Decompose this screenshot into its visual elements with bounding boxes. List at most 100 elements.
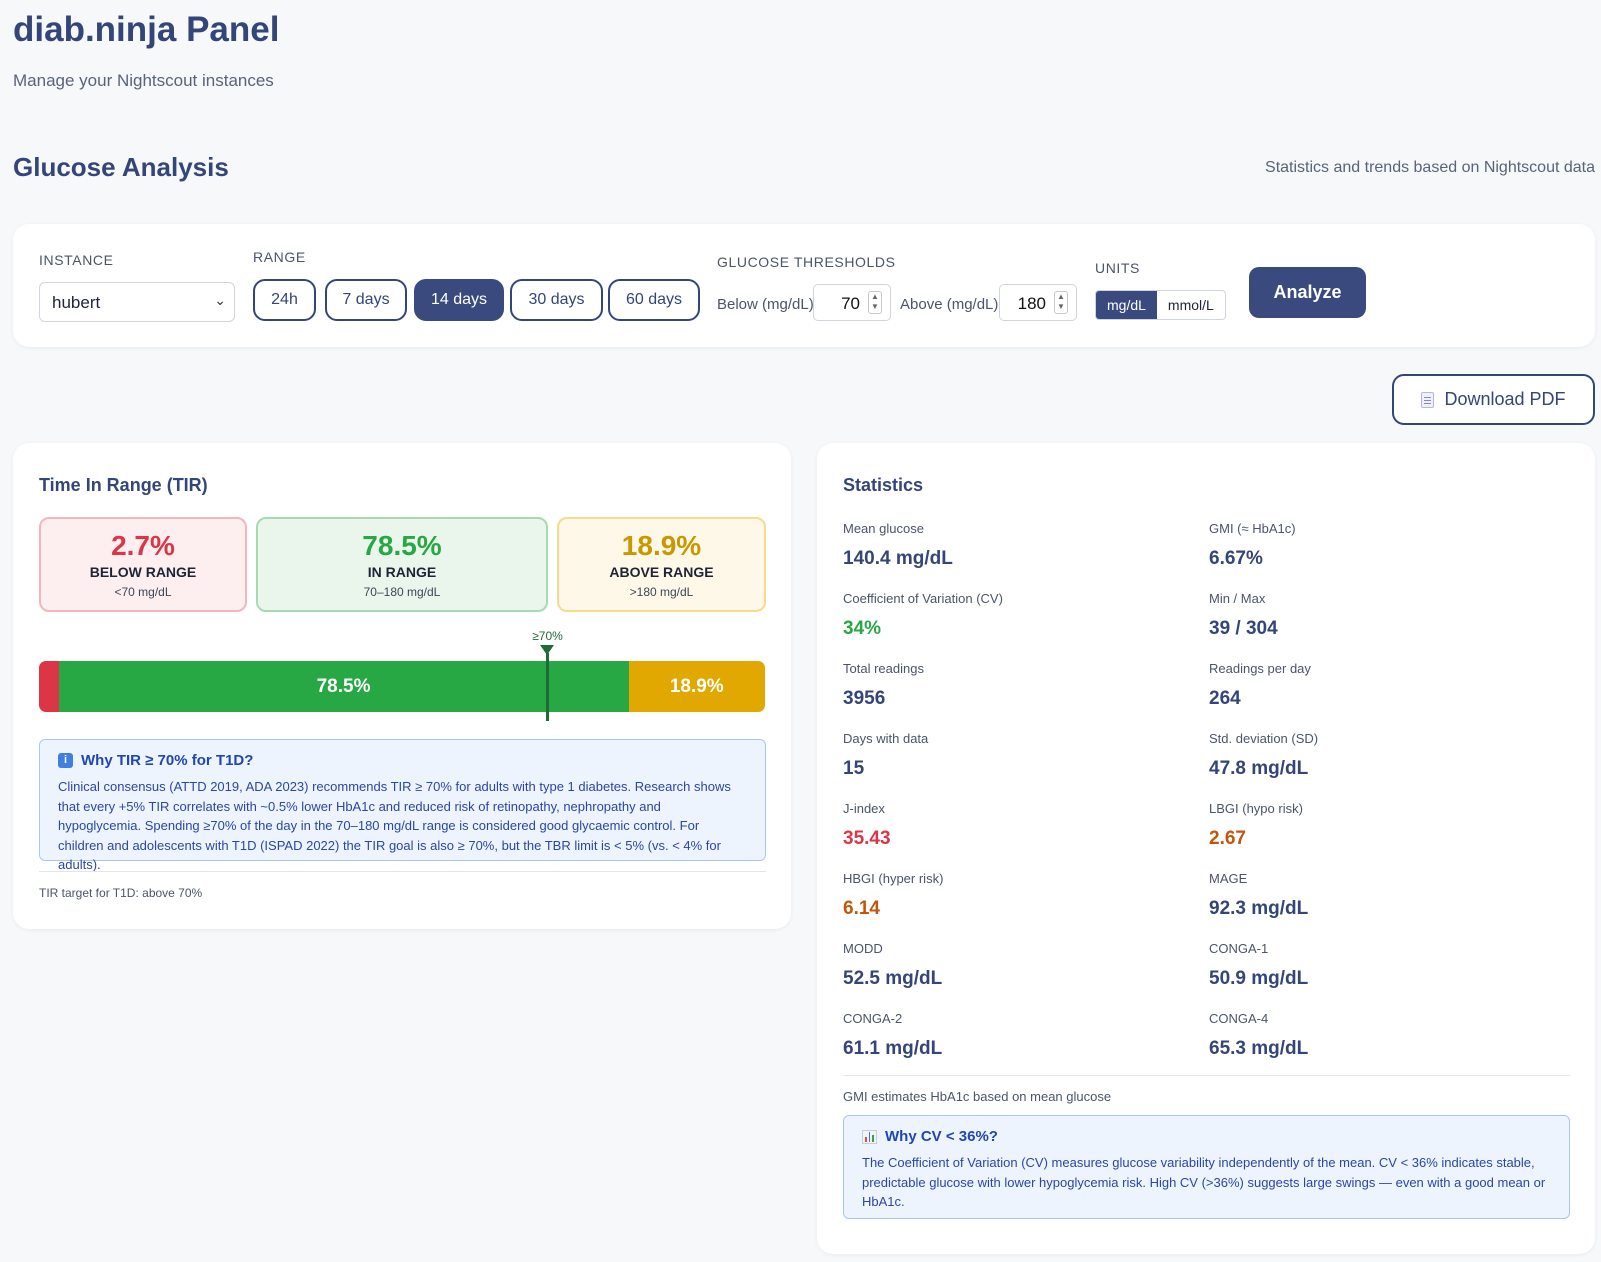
stat-value: 34%	[843, 618, 882, 639]
stat-value: 92.3 mg/dL	[1209, 898, 1309, 919]
range-button-14-days[interactable]: 14 days	[414, 279, 504, 321]
divider	[39, 871, 766, 872]
below-range-box: 2.7% BELOW RANGE <70 mg/dL	[39, 517, 247, 612]
analysis-controls-panel: INSTANCE hubert ⌄ RANGE 24h 7 days 14 da…	[13, 224, 1595, 347]
tir-info-title: Why TIR ≥ 70% for T1D?	[81, 752, 254, 769]
stat-label: Min / Max	[1209, 591, 1266, 606]
download-pdf-button[interactable]: Download PDF	[1392, 374, 1595, 425]
stat-label: Mean glucose	[843, 521, 924, 536]
below-range-threshold: <70 mg/dL	[114, 585, 172, 599]
tir-card-title: Time In Range (TIR)	[39, 475, 208, 495]
tir-info-box: i Why TIR ≥ 70% for T1D? Clinical consen…	[39, 739, 766, 872]
stat-value: 61.1 mg/dL	[843, 1038, 943, 1059]
stat-value: 264	[1209, 688, 1241, 709]
stat-label: Coefficient of Variation (CV)	[843, 591, 1003, 606]
below-threshold-label: Below (mg/dL)	[717, 296, 814, 313]
range-label: RANGE	[253, 249, 306, 265]
stat-value: 47.8 mg/dL	[1209, 758, 1309, 779]
stat-label: Total readings	[843, 661, 924, 676]
above-threshold-label: Above (mg/dL)	[900, 296, 999, 313]
unit-option-mmol[interactable]: mmol/L	[1167, 297, 1214, 313]
above-range-threshold: >180 mg/dL	[629, 585, 694, 599]
stat-label: CONGA-1	[1209, 941, 1269, 956]
in-range-threshold: 70–180 mg/dL	[363, 585, 441, 599]
in-range-box: 78.5% IN RANGE 70–180 mg/dL	[256, 517, 548, 612]
stat-value: 140.4 mg/dL	[843, 548, 953, 569]
stat-value: 6.14	[843, 898, 880, 919]
gmi-note: GMI estimates HbA1c based on mean glucos…	[843, 1089, 1112, 1104]
download-pdf-label: Download PDF	[1444, 389, 1566, 409]
stat-label: MODD	[843, 941, 883, 956]
units-toggle: mg/dL mmol/L	[1095, 290, 1226, 320]
tir-target-label: ≥70%	[532, 629, 563, 643]
stat-value: 39 / 304	[1209, 618, 1278, 639]
tir-bar-in-segment: 78.5%	[58, 661, 629, 712]
tir-stacked-bar: 78.5% 18.9%	[39, 661, 765, 712]
analyze-button[interactable]: Analyze	[1249, 267, 1366, 318]
tir-bar-above-label: 18.9%	[669, 675, 724, 697]
tir-target-marker-icon	[540, 645, 555, 655]
tir-bar-in-label: 78.5%	[316, 675, 371, 697]
below-threshold-value: 70	[841, 294, 860, 313]
range-button-30-days[interactable]: 30 days	[510, 279, 603, 321]
divider	[843, 1075, 1570, 1076]
stat-label: LBGI (hypo risk)	[1209, 801, 1303, 816]
range-button-24h[interactable]: 24h	[253, 279, 316, 321]
below-range-name: BELOW RANGE	[89, 564, 197, 580]
app-subtitle: Manage your Nightscout instances	[13, 71, 274, 90]
document-icon	[1421, 391, 1435, 408]
bar-chart-icon	[862, 1129, 877, 1144]
stat-label: HBGI (hyper risk)	[843, 871, 944, 886]
in-range-percent: 78.5%	[362, 530, 442, 561]
thresholds-label: GLUCOSE THRESHOLDS	[717, 254, 896, 270]
app-title: diab.ninja Panel	[13, 10, 280, 49]
above-threshold-input[interactable]: 180 ▲ ▼	[999, 284, 1077, 321]
tir-info-text: Clinical consensus (ATTD 2019, ADA 2023)…	[58, 779, 731, 872]
info-icon: i	[58, 753, 73, 768]
below-range-percent: 2.7%	[111, 530, 175, 561]
cv-info-text: The Coefficient of Variation (CV) measur…	[862, 1155, 1546, 1209]
stat-label: Readings per day	[1209, 661, 1311, 676]
stat-label: MAGE	[1209, 871, 1248, 886]
spinner-icon[interactable]: ▲ ▼	[1054, 291, 1068, 314]
units-label: UNITS	[1095, 260, 1140, 276]
unit-option-mgdl[interactable]: mg/dL	[1096, 291, 1157, 319]
stat-value: 2.67	[1209, 828, 1246, 849]
cv-info-box: Why CV < 36%? The Coefficient of Variati…	[843, 1115, 1570, 1219]
stat-label: Days with data	[843, 731, 929, 746]
stat-label: CONGA-4	[1209, 1011, 1269, 1026]
stat-label: CONGA-2	[843, 1011, 903, 1026]
in-range-name: IN RANGE	[367, 564, 437, 580]
above-range-percent: 18.9%	[621, 530, 702, 561]
above-range-name: ABOVE RANGE	[609, 564, 714, 580]
stat-value: 65.3 mg/dL	[1209, 1038, 1309, 1059]
stat-label: Std. deviation (SD)	[1209, 731, 1319, 746]
above-threshold-value: 180	[1017, 294, 1046, 313]
tir-target-line	[545, 653, 549, 721]
statistics-card-title: Statistics	[843, 475, 924, 495]
instance-label: INSTANCE	[39, 252, 114, 268]
stat-value: 15	[843, 758, 865, 779]
stat-value: 6.67%	[1209, 548, 1263, 569]
range-button-60-days[interactable]: 60 days	[608, 279, 700, 321]
below-threshold-input[interactable]: 70 ▲ ▼	[813, 284, 891, 321]
statistics-card: Statistics Mean glucose 140.4 mg/dL GMI (≈…	[817, 443, 1595, 1254]
stat-value: 50.9 mg/dL	[1209, 968, 1309, 989]
cv-info-title: Why CV < 36%?	[885, 1128, 998, 1145]
spinner-icon[interactable]: ▲ ▼	[868, 291, 882, 314]
instance-select[interactable]: hubert ⌄	[39, 282, 235, 322]
range-button-7-days[interactable]: 7 days	[325, 279, 407, 321]
instance-select-value: hubert	[52, 293, 101, 312]
stat-value: 52.5 mg/dL	[843, 968, 943, 989]
tir-card: Time In Range (TIR) 2.7% BELOW RANGE <70…	[13, 443, 791, 929]
section-title: Glucose Analysis	[13, 152, 229, 182]
chevron-down-icon: ⌄	[214, 292, 226, 308]
tir-bar-above-segment: 18.9%	[628, 661, 765, 712]
tir-target-note: TIR target for T1D: above 70%	[39, 886, 203, 900]
stat-label: GMI (≈ HbA1c)	[1209, 521, 1296, 536]
section-subtitle: Statistics and trends based on Nightscou…	[1265, 159, 1595, 176]
above-range-box: 18.9% ABOVE RANGE >180 mg/dL	[557, 517, 766, 612]
stat-label: J-index	[843, 801, 885, 816]
stat-value: 3956	[843, 688, 886, 709]
tir-bar-below-segment	[39, 661, 59, 712]
